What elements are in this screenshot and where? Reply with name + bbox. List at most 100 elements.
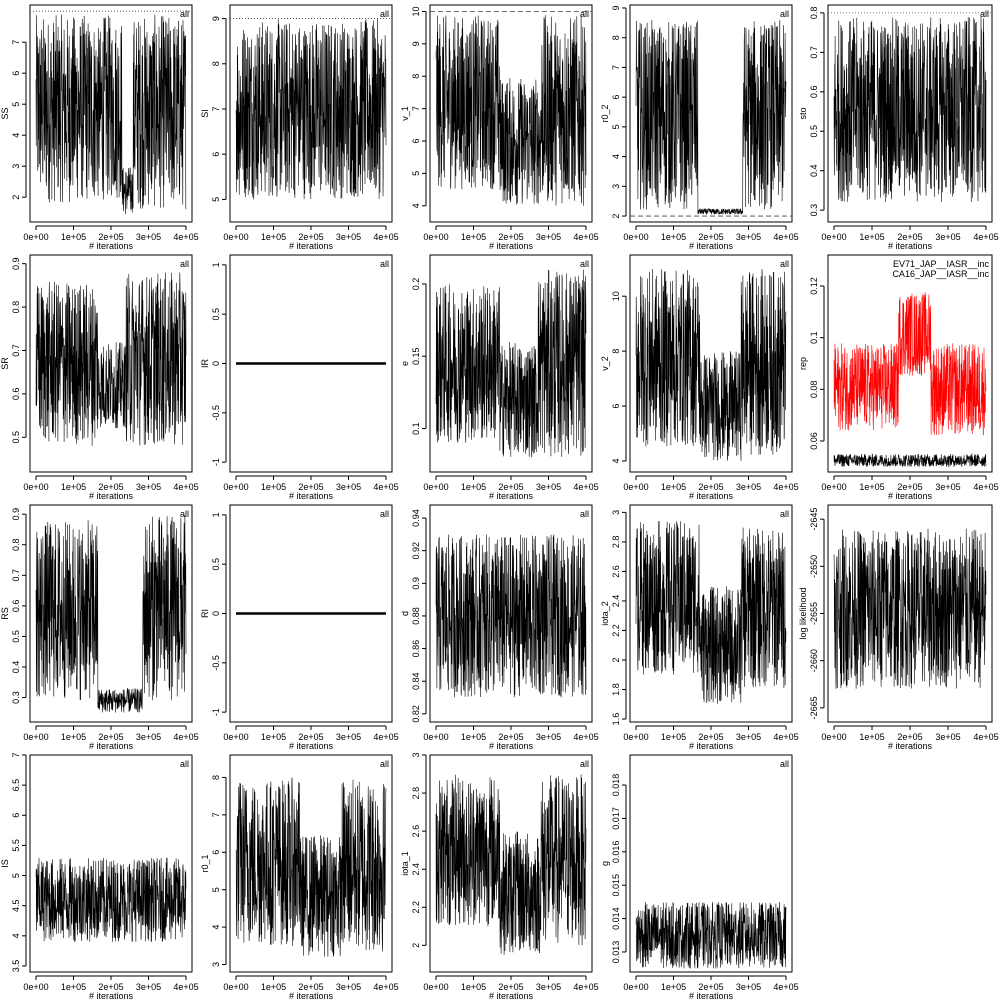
trace-line-chain [35, 272, 187, 446]
y-tick-label: 0.6 [11, 600, 21, 613]
y-tick-label: 4 [11, 133, 21, 138]
x-tick-label: 4e+05 [573, 982, 598, 992]
y-tick-label: 2.6 [411, 825, 421, 838]
x-tick-label: 0e+00 [423, 982, 448, 992]
trace-panel-v_1: 0e+00 1e+05 2e+05 3e+05 4e+05 # iterations 4 5 6… [400, 4, 599, 251]
y-tick-label: -2660 [809, 649, 819, 672]
y-axis-label: d [400, 611, 410, 616]
panel-frame [629, 4, 793, 223]
x-axis-label: # iterations [289, 241, 334, 251]
x-tick-label: 2e+05 [897, 732, 922, 742]
y-tick-label: 0 [211, 611, 221, 616]
y-tick-label: -2665 [809, 696, 819, 719]
x-tick-label: 1e+05 [859, 232, 884, 242]
x-tick-label: 4e+05 [573, 482, 598, 492]
x-tick-label: 4e+05 [373, 232, 398, 242]
y-axis-label: g [600, 861, 610, 866]
x-tick-label: 3e+05 [336, 982, 361, 992]
trace-panel-rep: 0e+00 1e+05 2e+05 3e+05 4e+05 # iterations 0.0… [798, 254, 999, 501]
x-tick-label: 2e+05 [298, 982, 323, 992]
chain-annotation: all [580, 259, 589, 269]
x-tick-label: 3e+05 [536, 482, 561, 492]
x-tick-label: 4e+05 [173, 732, 198, 742]
y-axis-label: IS [0, 859, 10, 868]
x-tick-label: 0e+00 [821, 482, 846, 492]
x-tick-label: 1e+05 [661, 482, 686, 492]
y-tick-label: 9 [411, 41, 421, 46]
legend-entry: CA16_JAP__IASR__inc [892, 269, 989, 279]
x-axis-label: # iterations [489, 991, 534, 1000]
x-tick-label: 4e+05 [173, 232, 198, 242]
y-tick-label: 0.6 [11, 388, 21, 401]
y-axis-label: iota_2 [600, 601, 610, 626]
y-tick-label: 0.1 [411, 422, 421, 435]
y-tick-label: 0.88 [411, 607, 421, 625]
y-tick-label: 7 [11, 752, 21, 757]
x-tick-label: 1e+05 [461, 982, 486, 992]
x-tick-label: 3e+05 [336, 232, 361, 242]
y-tick-label: -2655 [809, 602, 819, 625]
x-tick-label: 0e+00 [223, 482, 248, 492]
x-tick-label: 2e+05 [498, 982, 523, 992]
legend-entry: EV71_JAP__IASR__inc [893, 259, 990, 269]
x-tick-label: 1e+05 [859, 482, 884, 492]
trace-panel-RI: 0e+00 1e+05 2e+05 3e+05 4e+05 # iterations -1 -… [200, 504, 399, 751]
trace-line-chain [435, 774, 587, 955]
trace-panel-r0_1: 0e+00 1e+05 2e+05 3e+05 4e+05 # iterations 3 4 5… [200, 754, 399, 1000]
y-tick-label: 1 [211, 262, 221, 267]
x-tick-label: 0e+00 [23, 982, 48, 992]
y-axis-label: SI [200, 109, 210, 118]
y-tick-label: 0.92 [411, 542, 421, 560]
x-axis-label: # iterations [689, 741, 734, 751]
x-tick-label: 4e+05 [573, 732, 598, 742]
chain-annotation: all [780, 759, 789, 769]
x-tick-label: 3e+05 [935, 482, 960, 492]
y-tick-label: 1.6 [611, 713, 621, 726]
trace-line-chain [635, 268, 787, 461]
trace-line-chain [635, 520, 787, 704]
panel-frame [629, 754, 793, 973]
y-tick-label: 1.8 [611, 683, 621, 696]
trace-line-chain [435, 269, 587, 458]
panel-frame [29, 254, 193, 473]
panel-frame [429, 754, 593, 973]
chain-annotation: all [380, 9, 389, 19]
y-axis-label: RI [200, 609, 210, 618]
y-tick-label: 5.5 [11, 839, 21, 852]
panel-frame [29, 754, 193, 973]
chain-annotation: all [180, 259, 189, 269]
y-tick-label: -1 [211, 458, 221, 466]
x-tick-label: 3e+05 [736, 232, 761, 242]
x-tick-label: 2e+05 [698, 982, 723, 992]
x-tick-label: 2e+05 [98, 982, 123, 992]
x-tick-label: 0e+00 [623, 982, 648, 992]
y-tick-label: 2 [611, 214, 621, 219]
x-axis-label: # iterations [289, 991, 334, 1000]
x-axis-label: # iterations [489, 241, 534, 251]
y-axis-label: SS [0, 107, 10, 119]
x-tick-label: 2e+05 [498, 232, 523, 242]
y-tick-label: 0 [211, 361, 221, 366]
y-tick-label: 0.12 [809, 277, 819, 295]
y-tick-label: 7 [611, 65, 621, 70]
x-tick-label: 4e+05 [373, 732, 398, 742]
y-tick-label: 6.5 [11, 779, 21, 792]
y-tick-label: 0.08 [809, 381, 819, 399]
y-tick-label: 0.5 [211, 558, 221, 571]
y-tick-label: 0.9 [411, 577, 421, 590]
y-tick-label: -2650 [809, 555, 819, 578]
x-axis-label: # iterations [289, 491, 334, 501]
x-tick-label: 2e+05 [98, 732, 123, 742]
y-tick-label: 3 [411, 752, 421, 757]
x-axis-label: # iterations [89, 741, 134, 751]
trace-panel-iota_1: 0e+00 1e+05 2e+05 3e+05 4e+05 # iterations 2 2.… [400, 752, 599, 1000]
y-tick-label: 10 [611, 291, 621, 301]
y-tick-label: 4 [611, 154, 621, 159]
y-tick-label: 2.2 [411, 901, 421, 914]
x-tick-label: 2e+05 [98, 482, 123, 492]
trace-panel-SS: 0e+00 1e+05 2e+05 3e+05 4e+05 # iterations 2 3 4… [0, 4, 199, 251]
trace-line-chain [35, 14, 187, 215]
x-tick-label: 0e+00 [423, 732, 448, 742]
chain-annotation: all [180, 759, 189, 769]
